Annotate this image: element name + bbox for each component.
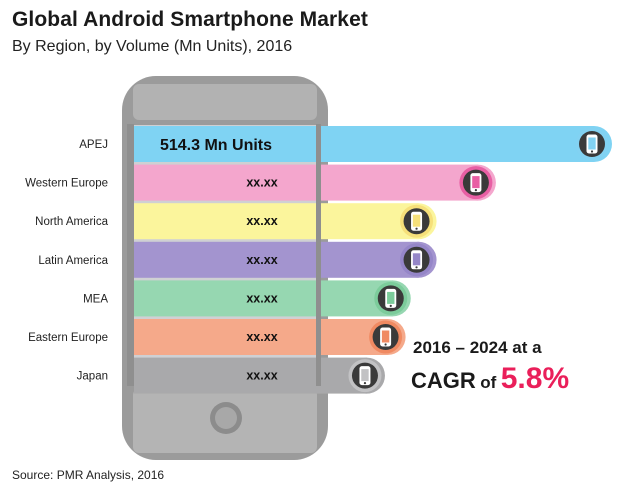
source-note: Source: PMR Analysis, 2016 [12,468,165,482]
bar-japan [134,357,367,394]
phone-rail-right [316,124,321,386]
data-label: xx.xx [246,253,277,267]
category-label: Eastern Europe [28,332,108,344]
smartphone-icon [400,243,434,277]
category-label: APEJ [79,139,108,151]
category-label: Japan [77,371,108,383]
category-label: MEA [83,293,108,305]
smartphone-icon [459,166,493,200]
data-label: xx.xx [246,369,277,383]
cagr-value: 5.8% [500,362,570,395]
cagr-period-text: 2016 – 2024 at a [413,338,542,357]
phone-rail-left [127,124,134,386]
smartphone-icon [575,127,609,161]
smartphone-icon [369,320,403,354]
smartphone-icon [348,359,382,393]
category-label: Latin America [38,255,108,267]
bar-mea [134,280,393,317]
data-label: xx.xx [246,291,277,305]
cagr-label: CAGR [411,368,476,393]
category-label: North America [35,216,108,228]
data-label: 514.3 Mn Units [160,137,272,154]
data-label: xx.xx [246,176,277,190]
data-label: xx.xx [246,330,277,344]
bar-eastern-europe [134,319,388,355]
category-label: Western Europe [25,178,108,190]
chart-title: Global Android Smartphone Market [12,8,368,31]
cagr-statement: CAGR of 5.8% [411,362,569,396]
bar-apej [134,126,594,162]
smartphone-icon [374,281,408,315]
chart-subtitle: By Region, by Volume (Mn Units), 2016 [12,38,293,55]
data-label: xx.xx [246,214,277,228]
bar-north-america [134,203,419,240]
smartphone-icon [400,204,434,238]
cagr-of-text: of [480,373,497,392]
bar-western-europe [134,164,478,201]
bar-latin-america [134,241,419,278]
